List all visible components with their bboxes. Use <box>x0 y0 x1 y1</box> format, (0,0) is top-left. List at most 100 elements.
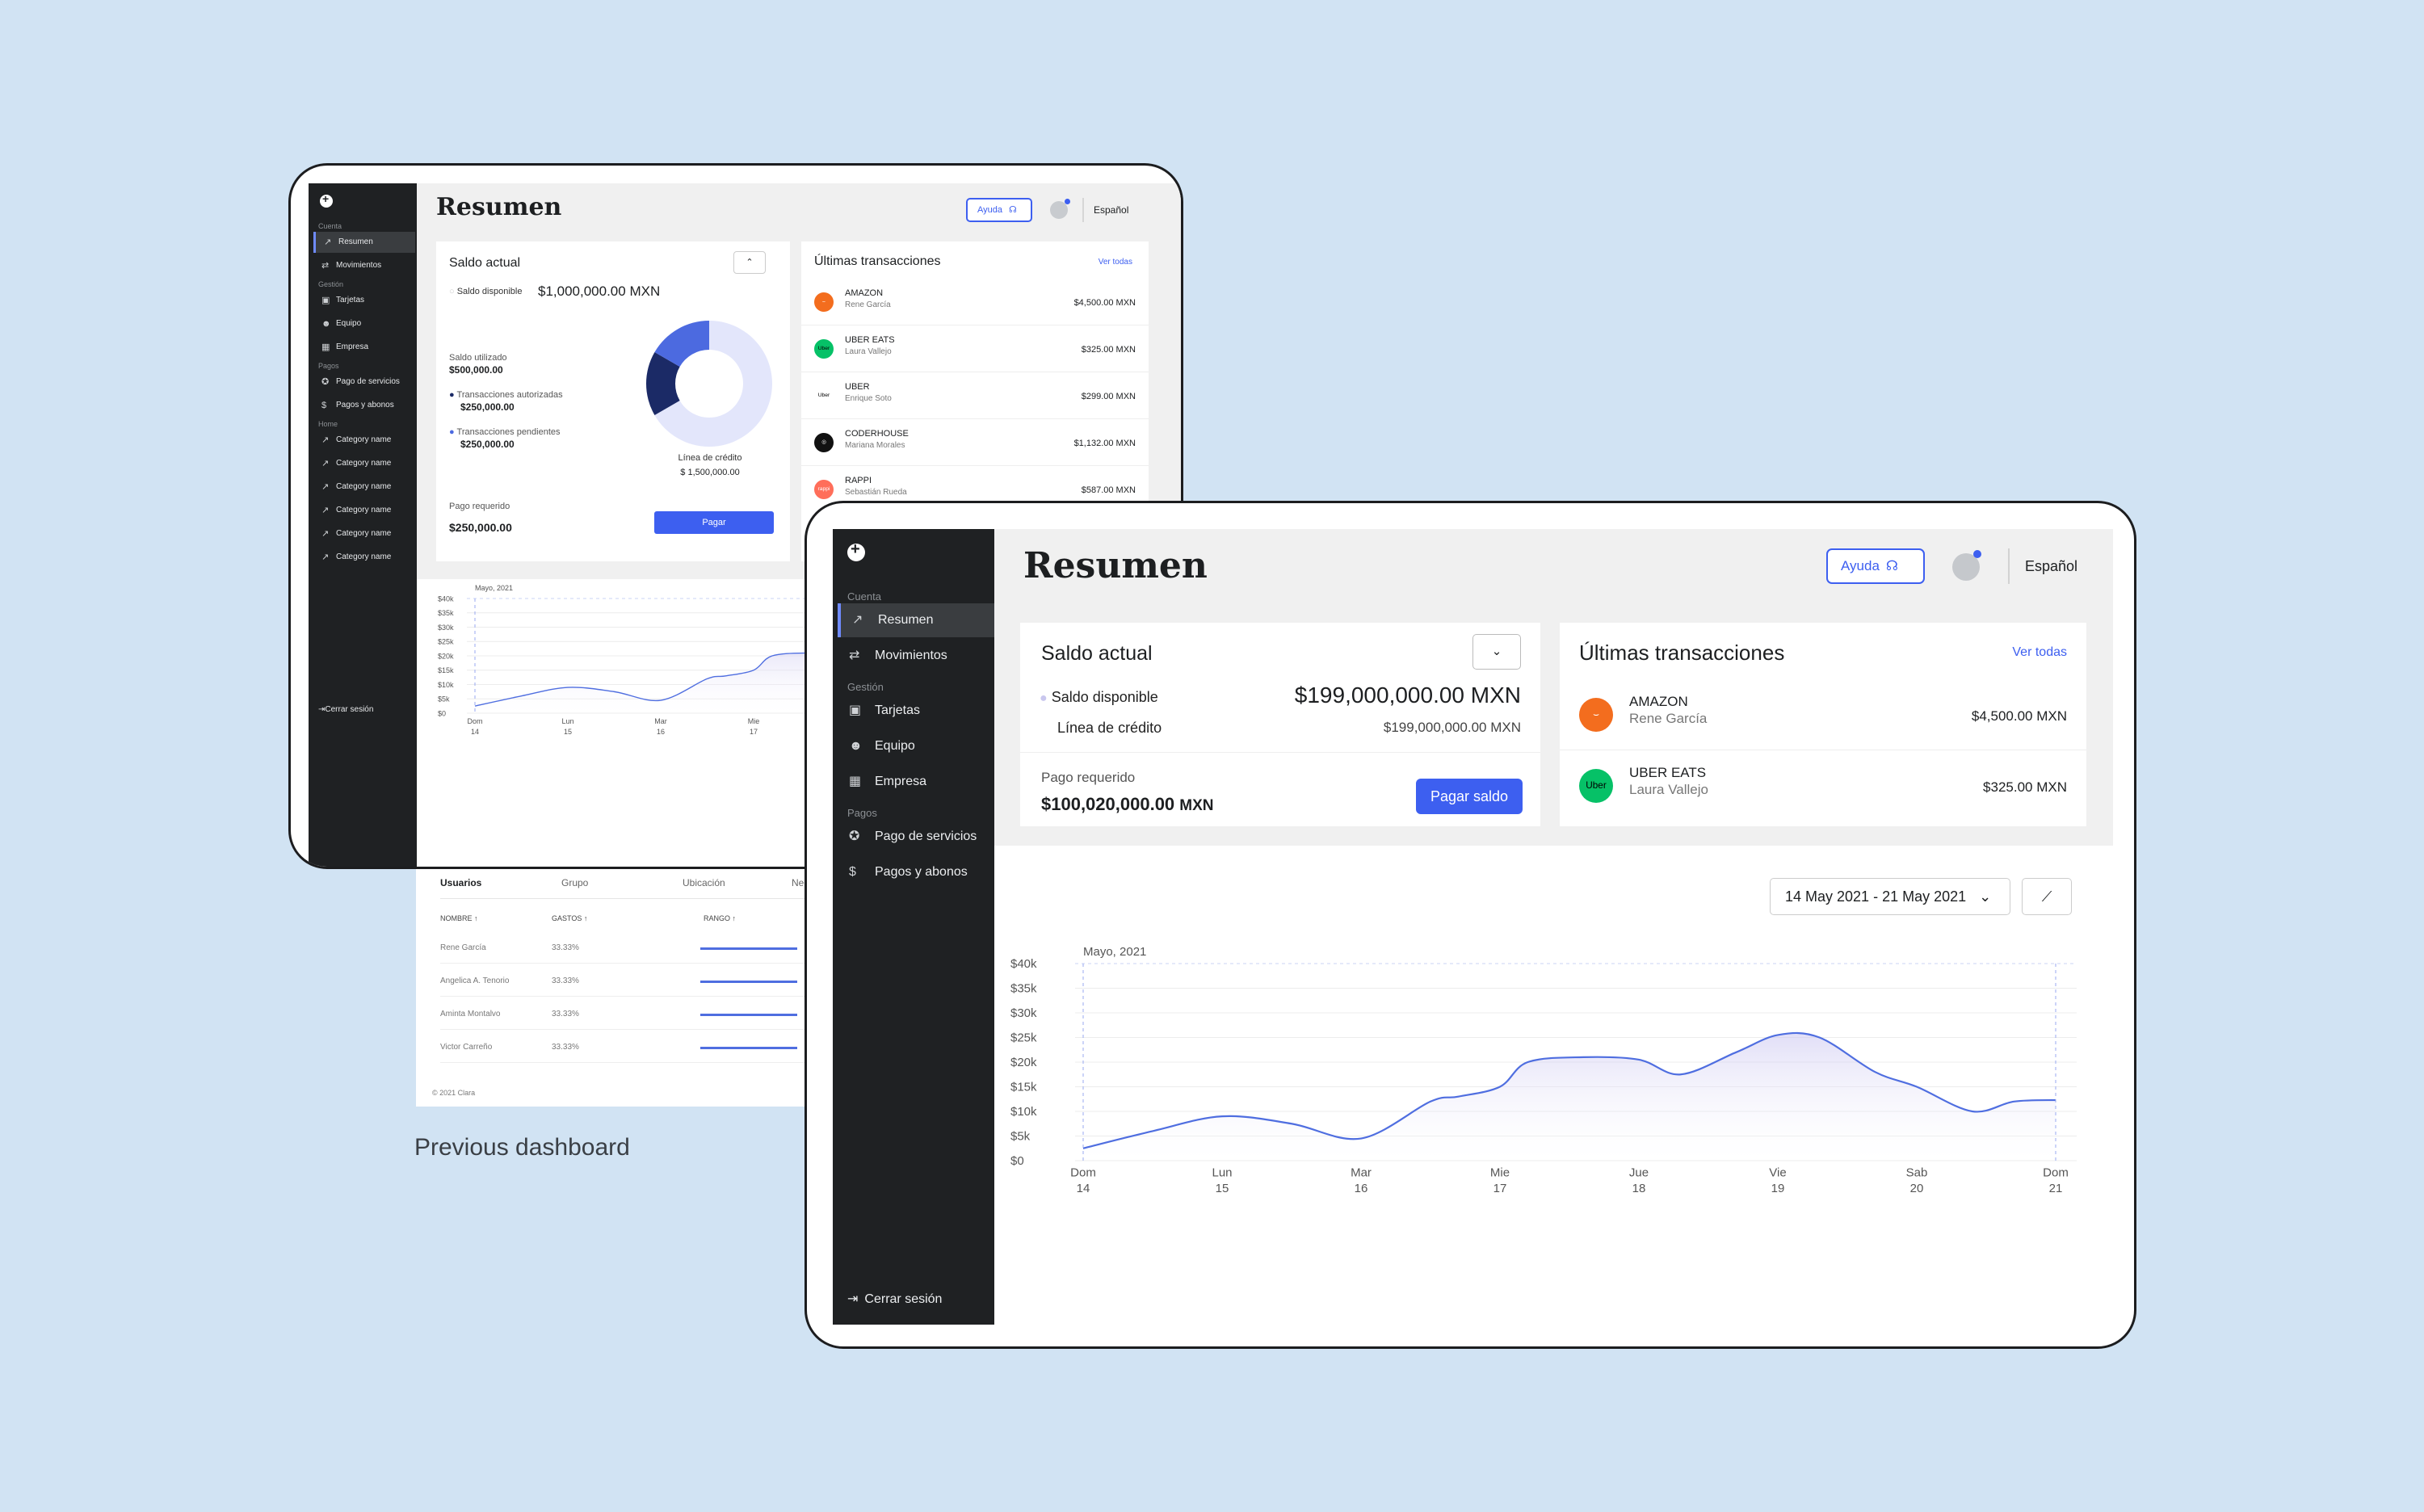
sidebar-item-equipo[interactable]: ☻ Equipo <box>838 729 994 763</box>
date-range-picker[interactable]: 14 May 2021 - 21 May 2021 ⌄ <box>1770 878 2010 915</box>
sidebar-item-label: Pagos y abonos <box>336 401 394 410</box>
cards-icon: ▣ <box>321 296 330 305</box>
sidebar-item-category-name[interactable]: ↗ Category name <box>313 477 415 498</box>
sidebar-item-pago-de-servicios[interactable]: ✪ Pago de servicios <box>838 820 994 854</box>
transactions-title: Últimas transacciones <box>1579 640 1785 665</box>
logout-icon: ⇥ <box>318 705 326 714</box>
trend-icon: ↗ <box>321 482 330 492</box>
sidebar-item-label: Empresa <box>875 775 927 788</box>
available-label: Saldo disponible <box>1051 689 1158 705</box>
x-tick-date: 14 <box>1077 1182 1090 1195</box>
sidebar-item-category-name[interactable]: ↗ Category name <box>313 500 415 521</box>
sidebar-item-resumen[interactable]: ↗ Resumen <box>838 603 994 637</box>
user-spend: 33.33% <box>552 943 579 952</box>
sidebar-section-cuenta: Cuenta <box>318 222 342 230</box>
sidebar-item-movimientos[interactable]: ⇄ Movimientos <box>838 639 994 673</box>
users-tab-1[interactable]: Grupo <box>561 877 589 888</box>
transactions-card: Últimas transacciones Ver todas ⌣ AMAZON R… <box>1560 623 2086 826</box>
sidebar-item-empresa[interactable]: ▦ Empresa <box>838 765 994 799</box>
avatar[interactable] <box>1050 199 1070 219</box>
divider <box>440 1062 805 1063</box>
sidebar-item-label: Movimientos <box>875 649 947 662</box>
sidebar-item-category-name[interactable]: ↗ Category name <box>313 523 415 544</box>
main-content: Resumen Ayuda ☊ Español Saldo actual ⌄ ● … <box>994 529 2113 1325</box>
team-icon: ☻ <box>321 319 331 329</box>
logout-button[interactable]: ⇥Cerrar sesión <box>847 1291 942 1307</box>
sidebar-item-label: Category name <box>336 506 392 514</box>
x-tick-date: 17 <box>1493 1182 1507 1195</box>
merchant-name: AMAZON <box>845 288 884 298</box>
sidebar-item-movimientos[interactable]: ⇄ Movimientos <box>313 255 415 276</box>
transaction-user: Laura Vallejo <box>845 346 892 356</box>
building-icon: ▦ <box>321 342 330 352</box>
transaction-amount: $299.00 MXN <box>1081 391 1136 401</box>
spending-area-chart: $40k $35k $30k $25k $20k $15k $10k $5k $0 Mayo, 2… <box>1010 945 2077 1195</box>
user-name: Victor Carreño <box>440 1043 493 1052</box>
chevron-down-icon[interactable]: ⌄ <box>1472 634 1521 670</box>
logout-button[interactable]: ⇥Cerrar sesión <box>318 705 373 714</box>
users-tab-2[interactable]: Ubicación <box>683 877 725 888</box>
column-header-gastos[interactable]: GASTOS ↑ <box>552 914 588 922</box>
x-tick-label: Dom <box>2043 1166 2069 1180</box>
sidebar-item-tarjetas[interactable]: ▣ Tarjetas <box>838 694 994 728</box>
x-tick-label: Mie <box>748 717 760 725</box>
sidebar-item-empresa[interactable]: ▦ Empresa <box>313 337 415 358</box>
y-tick-label: $15k <box>438 666 454 674</box>
bulb-icon: ✪ <box>849 830 860 843</box>
logo-plus-icon[interactable] <box>847 540 865 561</box>
collapse-chevron-icon[interactable]: ⌃ <box>733 251 766 274</box>
help-button[interactable]: Ayuda ☊ <box>966 198 1032 222</box>
sidebar-item-category-name[interactable]: ↗ Category name <box>313 453 415 474</box>
language-selector[interactable]: Español <box>2025 558 2078 574</box>
pending-value: $250,000.00 <box>460 439 515 450</box>
sidebar-item-equipo[interactable]: ☻ Equipo <box>313 313 415 334</box>
sidebar-item-resumen[interactable]: ↗ Resumen <box>313 232 415 253</box>
transaction-row[interactable]: rappi RAPPI Sebastián Rueda $587.00 MXN <box>801 466 1149 513</box>
merchant-name: CODERHOUSE <box>845 428 909 439</box>
x-tick-date: 14 <box>471 728 479 736</box>
used-value: $500,000.00 <box>449 364 503 376</box>
sidebar-item-category-name[interactable]: ↗ Category name <box>313 547 415 568</box>
x-tick-label: Mar <box>654 717 667 725</box>
footer-copyright: © 2021 Clara <box>432 1089 476 1097</box>
swap-icon: ⇄ <box>849 649 860 662</box>
user-spend: 33.33% <box>552 976 579 985</box>
transaction-user: Rene García <box>845 300 891 309</box>
authorized-label: Transacciones autorizadas <box>456 390 563 400</box>
sidebar-item-pagos-y-abonos[interactable]: $ Pagos y abonos <box>313 395 415 416</box>
column-header-nombre[interactable]: NOMBRE ↑ <box>440 914 478 922</box>
y-tick-label: $30k <box>1010 1006 1037 1020</box>
transaction-row[interactable]: ⌣ AMAZON Rene García $4,500.00 MXN <box>1560 679 2086 750</box>
credit-value: $199,000,000.00 MXN <box>1383 720 1521 735</box>
caption-previous-dashboard: Previous dashboard <box>414 1134 630 1161</box>
see-all-link[interactable]: Ver todas <box>2012 645 2067 659</box>
x-tick-date: 21 <box>2049 1182 2063 1195</box>
sidebar-item-label: Tarjetas <box>875 704 921 717</box>
pay-button[interactable]: Pagar <box>654 511 774 534</box>
sidebar-item-category-name[interactable]: ↗ Category name <box>313 430 415 451</box>
x-tick-date: 15 <box>564 728 572 736</box>
transaction-row[interactable]: Uber UBER Enrique Soto $299.00 MXN <box>801 372 1149 419</box>
transaction-row[interactable]: ⌣ AMAZON Rene García $4,500.00 MXN <box>801 279 1149 326</box>
chart-type-trend-icon[interactable]: ⟋ <box>2022 878 2072 915</box>
logo-plus-icon[interactable] <box>320 192 333 208</box>
y-tick-label: $40k <box>1010 957 1037 971</box>
bulb-icon: ✪ <box>321 377 330 387</box>
sidebar-item-pagos-y-abonos[interactable]: $ Pagos y abonos <box>838 855 994 889</box>
avatar[interactable] <box>1952 550 1981 581</box>
language-selector[interactable]: Español <box>1094 204 1129 216</box>
help-button[interactable]: Ayuda ☊ <box>1826 548 1925 584</box>
sidebar-item-pago-de-servicios[interactable]: ✪ Pago de servicios <box>313 372 415 393</box>
divider <box>1020 752 1540 753</box>
sidebar-item-tarjetas[interactable]: ▣ Tarjetas <box>313 290 415 311</box>
see-all-link[interactable]: Ver todas <box>1098 258 1132 267</box>
y-tick-label: $25k <box>1010 1031 1037 1045</box>
pay-balance-button[interactable]: Pagar saldo <box>1416 779 1523 814</box>
column-header-rango[interactable]: RANGO ↑ <box>704 914 737 922</box>
users-tab-0[interactable]: Usuarios <box>440 877 482 888</box>
sidebar-section-home: Home <box>318 420 338 428</box>
transaction-row[interactable]: ◎ CODERHOUSE Mariana Morales $1,132.00 MXN <box>801 419 1149 466</box>
rappi-logo: rappi <box>814 480 834 499</box>
